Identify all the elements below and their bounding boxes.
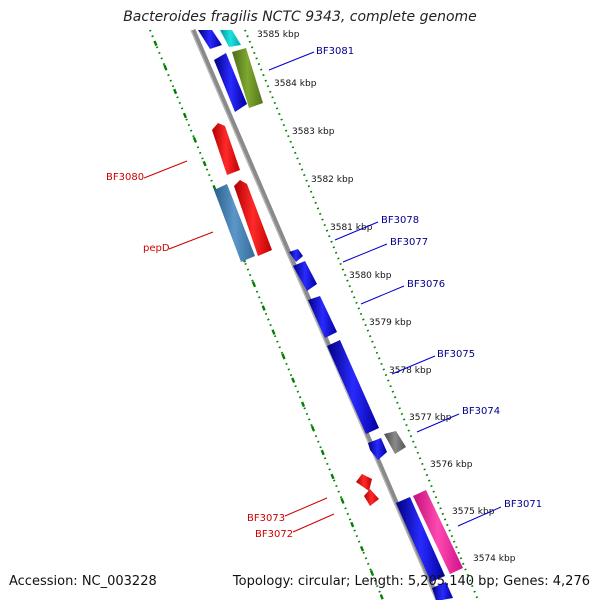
tick-label: 3578 kbp [389, 366, 432, 376]
gene-label-bf3075[interactable]: BF3075 [437, 349, 475, 360]
tick-label: 3585 kbp [257, 30, 300, 40]
gene-label-bf3076[interactable]: BF3076 [407, 279, 445, 290]
gene-label-bf3071[interactable]: BF3071 [504, 499, 542, 510]
gene-bf3071-pink [413, 490, 463, 574]
topology-text: Topology: circular; Length: 5,205,140 bp… [232, 574, 590, 589]
gene-bf3075 [327, 340, 379, 434]
gene-bf3081-olive [232, 48, 263, 108]
inner-tick-ring [149, 29, 384, 600]
gene-bf3071-blue [396, 497, 445, 582]
gene-bf3078 [289, 249, 303, 262]
forward-strand-genes [220, 30, 463, 600]
gene-label-bf3073[interactable]: BF3073 [247, 513, 285, 524]
gene-label-bf3074[interactable]: BF3074 [462, 406, 500, 417]
tick-label: 3583 kbp [292, 127, 335, 137]
gene-label-bf3077[interactable]: BF3077 [390, 237, 428, 248]
gene-pepd-red [234, 180, 272, 256]
gene-bf3072 [364, 489, 379, 506]
gene-blue-top [198, 30, 222, 49]
gene-gray [384, 431, 406, 454]
gene-bf3074-tail [368, 438, 387, 460]
gene-label-pepd[interactable]: pepD [143, 243, 170, 254]
backbone-highlight [190, 29, 437, 600]
gene-bf3076 [308, 296, 337, 338]
gene-label-bf3078[interactable]: BF3078 [381, 215, 419, 226]
gene-label-bf3081[interactable]: BF3081 [316, 46, 354, 57]
tick-label: 3576 kbp [430, 460, 473, 470]
reverse-strand-genes [198, 30, 379, 506]
gene-bf3077 [293, 261, 317, 291]
gene-blue-upper [214, 53, 247, 112]
gene-blue-bottom [432, 582, 453, 600]
tick-label: 3577 kbp [409, 413, 452, 423]
accession-text: Accession: NC_003228 [9, 574, 157, 589]
tick-label: 3579 kbp [369, 318, 412, 328]
tick-label: 3580 kbp [349, 271, 392, 281]
reverse-gene-labels: BF3080 pepD BF3073 BF3072 [106, 160, 335, 540]
tick-label: 3574 kbp [473, 554, 516, 564]
gene-bf3080 [212, 123, 240, 175]
gene-label-bf3080[interactable]: BF3080 [106, 172, 144, 183]
map-title: Bacteroides fragilis NCTC 9343, complete… [123, 9, 477, 25]
tick-label: 3581 kbp [330, 223, 373, 233]
tick-label: 3584 kbp [274, 79, 317, 89]
outer-tick-ring [244, 29, 479, 600]
tick-label: 3575 kbp [452, 507, 495, 517]
gene-cyan-top [220, 30, 241, 47]
gene-pepd-steel [214, 184, 255, 262]
tick-label: 3582 kbp [311, 175, 354, 185]
forward-gene-labels: BF3081 BF3078 BF3077 BF3076 BF3075 BF307… [268, 46, 542, 527]
gene-bf3073 [356, 474, 372, 491]
gene-label-bf3072[interactable]: BF3072 [255, 529, 293, 540]
tick-labels: 3585 kbp 3584 kbp 3583 kbp 3582 kbp 3581… [257, 30, 516, 564]
